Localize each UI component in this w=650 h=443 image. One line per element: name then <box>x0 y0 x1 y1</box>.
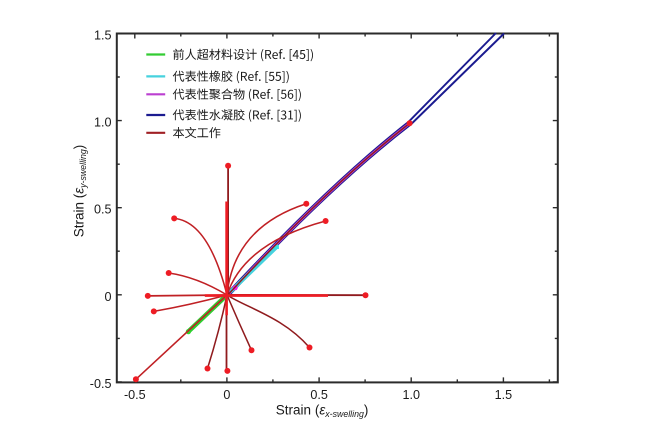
svg-text:0: 0 <box>223 388 230 402</box>
svg-text:1.5: 1.5 <box>94 29 112 43</box>
svg-text:0.5: 0.5 <box>94 203 112 217</box>
svg-text:-0.5: -0.5 <box>90 377 112 391</box>
svg-text:1.0: 1.0 <box>402 388 420 402</box>
svg-text:1.5: 1.5 <box>495 388 513 402</box>
svg-text:1.0: 1.0 <box>94 116 112 130</box>
svg-text:-0.5: -0.5 <box>124 388 146 402</box>
svg-text:0: 0 <box>104 290 111 304</box>
svg-text:0.5: 0.5 <box>310 388 328 402</box>
